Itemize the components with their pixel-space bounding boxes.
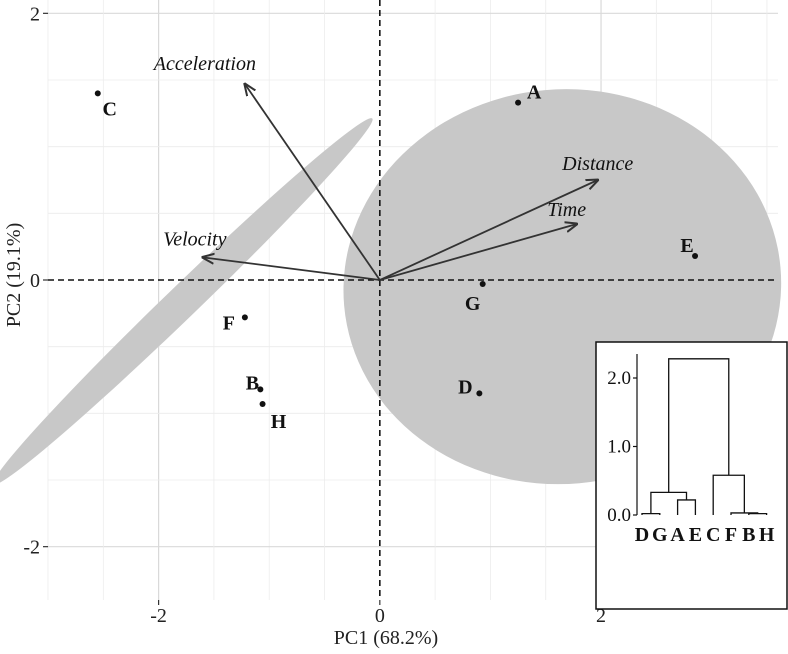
point-label-G: G	[465, 293, 481, 315]
point-label-H: H	[271, 411, 287, 433]
point-label-B: B	[246, 372, 259, 394]
loading-label-velocity: Velocity	[163, 228, 226, 250]
x-tick-label: 0	[375, 605, 385, 627]
point-H	[259, 401, 266, 407]
dendrogram-leaf-C: C	[706, 524, 720, 546]
inset-frame	[595, 341, 788, 610]
axis-ticks: -2 0 2 -2 0 2	[23, 3, 606, 627]
inset-y-tick-label: 0.0	[607, 505, 631, 526]
y-tick-label: 2	[30, 3, 40, 25]
dendrogram-leaf-G: G	[652, 524, 668, 546]
inset-dendrogram: 0.0 1.0 2.0 D G A E C F B H	[595, 341, 788, 610]
loading-arrow-time	[379, 224, 577, 281]
loading-vectors: Acceleration Distance Time Velocity	[152, 53, 633, 281]
sample-points: A B C D E F G H	[94, 82, 699, 433]
loading-label-distance: Distance	[561, 153, 633, 175]
dendrogram-leaf-B: B	[742, 524, 755, 546]
point-B	[257, 386, 264, 393]
reference-lines	[48, 0, 778, 600]
x-tick-label: 2	[596, 605, 606, 627]
dendrogram-leaf-D: D	[635, 524, 649, 546]
point-label-E: E	[680, 235, 693, 257]
point-label-C: C	[103, 98, 117, 120]
dendrogram-leaf-F: F	[725, 524, 737, 546]
point-E	[692, 253, 699, 259]
loading-label-time: Time	[547, 199, 586, 221]
point-D	[476, 390, 483, 397]
y-tick-label: 0	[30, 270, 40, 292]
dendrogram-leaf-E: E	[689, 524, 702, 546]
point-F	[241, 314, 248, 321]
loading-arrow-distance	[379, 180, 598, 281]
loading-arrow-velocity	[203, 257, 380, 281]
point-G	[479, 281, 486, 287]
y-tick-label: -2	[23, 537, 40, 559]
inset-y-tick-label: 2.0	[607, 368, 631, 389]
point-label-F: F	[223, 312, 235, 334]
x-axis-title: PC1 (68.2%)	[334, 627, 438, 649]
loading-label-acceleration: Acceleration	[152, 53, 256, 75]
group-ellipse-2	[0, 118, 373, 485]
point-label-A: A	[527, 82, 542, 104]
point-A	[515, 99, 522, 106]
point-C	[94, 90, 101, 97]
y-axis-title: PC2 (19.1%)	[3, 223, 25, 327]
dendrogram-branch	[668, 358, 730, 493]
dendrogram-leaf-H: H	[759, 524, 775, 546]
dendrogram-leaf-A: A	[670, 524, 685, 546]
point-label-D: D	[458, 376, 472, 398]
inset-y-tick-label: 1.0	[607, 437, 631, 458]
loading-arrow-acceleration	[245, 84, 381, 281]
x-tick-label: -2	[150, 605, 167, 627]
